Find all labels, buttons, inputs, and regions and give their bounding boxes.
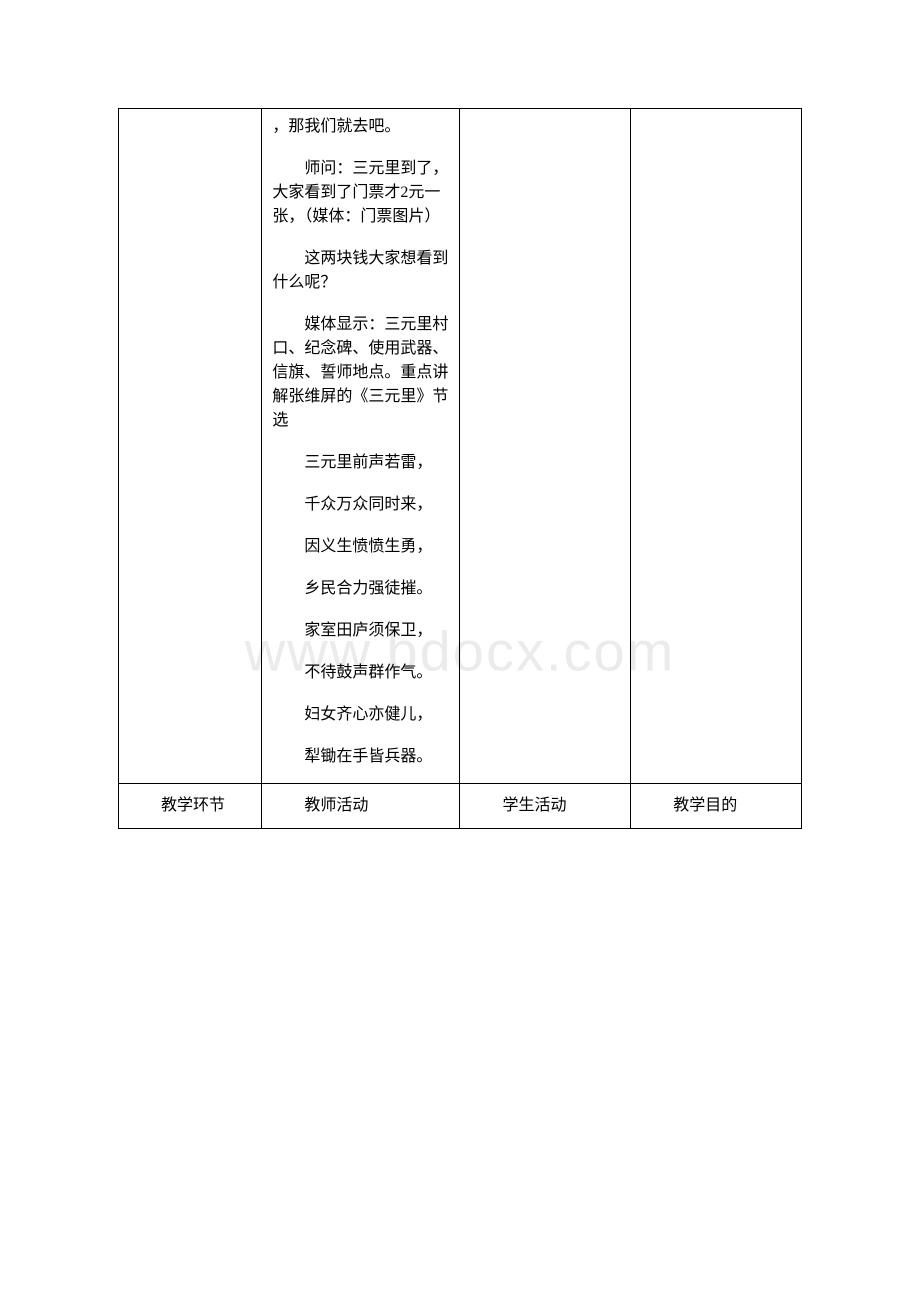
paragraph: 这两块钱大家想看到什么呢？	[272, 247, 449, 295]
header-teaching-goal: 教学目的	[631, 784, 802, 829]
paragraph: ，那我们就去吧。	[272, 115, 449, 139]
paragraph: 妇女齐心亦健儿，	[272, 703, 449, 727]
table-row: 教学环节 教师活动 学生活动 教学目的	[119, 784, 802, 829]
paragraph: 三元里前声若雷，	[272, 451, 449, 475]
paragraph: 犁锄在手皆兵器。	[272, 745, 449, 769]
paragraph: 不待鼓声群作气。	[272, 661, 449, 685]
paragraph: 师问：三元里到了，大家看到了门票才2元一张，（媒体：门票图片）	[272, 157, 449, 229]
paragraph: 乡民合力强徒摧。	[272, 577, 449, 601]
cell-teaching-goal	[631, 109, 802, 784]
table-row: ，那我们就去吧。 师问：三元里到了，大家看到了门票才2元一张，（媒体：门票图片）…	[119, 109, 802, 784]
paragraph: 因义生愤愤生勇，	[272, 535, 449, 559]
page-content: ，那我们就去吧。 师问：三元里到了，大家看到了门票才2元一张，（媒体：门票图片）…	[0, 0, 920, 829]
paragraph: 千众万众同时来，	[272, 493, 449, 517]
lesson-table: ，那我们就去吧。 师问：三元里到了，大家看到了门票才2元一张，（媒体：门票图片）…	[118, 108, 802, 829]
header-teacher-activity: 教师活动	[262, 784, 460, 829]
header-stage: 教学环节	[119, 784, 262, 829]
paragraph: 家室田庐须保卫，	[272, 619, 449, 643]
header-student-activity: 学生活动	[460, 784, 631, 829]
cell-teacher-activity: ，那我们就去吧。 师问：三元里到了，大家看到了门票才2元一张，（媒体：门票图片）…	[262, 109, 460, 784]
cell-stage	[119, 109, 262, 784]
cell-student-activity	[460, 109, 631, 784]
paragraph: 媒体显示：三元里村口、纪念碑、使用武器、信旗、誓师地点。重点讲解张维屏的《三元里…	[272, 313, 449, 433]
